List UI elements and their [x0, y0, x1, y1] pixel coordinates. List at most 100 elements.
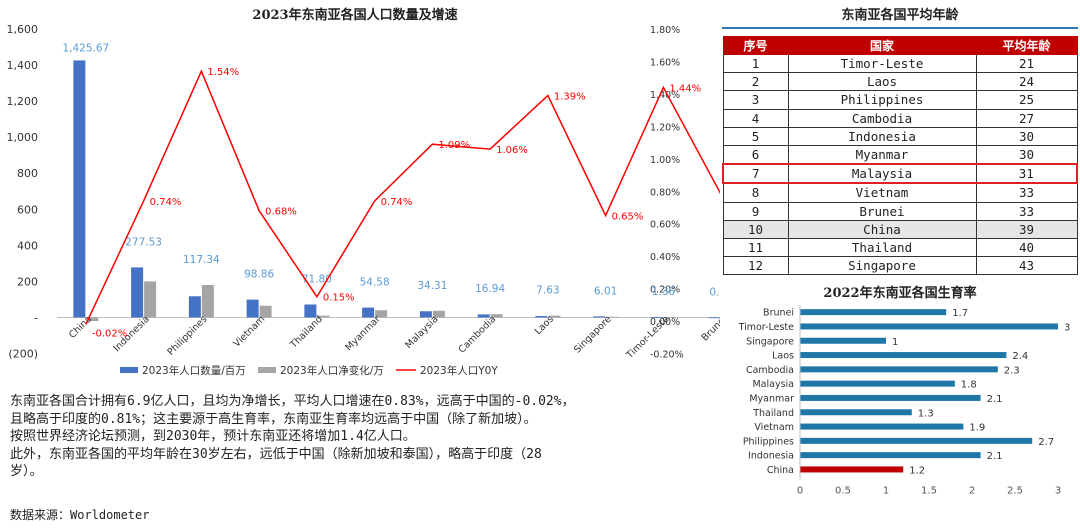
- legend-net-change-label: 2023年人口净变化/万: [280, 364, 384, 377]
- median-age-cell: 24: [975, 72, 1078, 92]
- population-value-label: 98.86: [244, 269, 274, 281]
- yoy-value-label: 0.68%: [265, 207, 297, 218]
- age-table: 序号 国家 平均年龄 1 Timor-Leste 21 2 Laos 24 3 Philipp…: [722, 36, 1078, 276]
- age-table-row: 9 Brunei 33: [722, 202, 1078, 221]
- header-index: 序号: [722, 36, 789, 55]
- fertility-category-label: Philippines: [743, 436, 794, 447]
- yoy-value-label: 1.06%: [496, 145, 528, 156]
- fertility-bar: [800, 337, 886, 344]
- header-median-age: 平均年龄: [975, 36, 1078, 55]
- category-label: Myanmar: [343, 314, 382, 353]
- row-index-cell: 1: [722, 54, 789, 74]
- country-cell: Vietnam: [787, 183, 977, 203]
- population-bar: [419, 311, 432, 318]
- age-table-header-row: 序号 国家 平均年龄: [722, 36, 1078, 55]
- age-table-row: 10 China 39: [722, 220, 1078, 239]
- population-bar: [708, 317, 720, 319]
- left-axis-tick: 1,200: [7, 95, 39, 108]
- population-bar: [73, 60, 86, 318]
- population-value-label: 16.94: [475, 283, 505, 295]
- left-axis-tick: 200: [17, 275, 38, 288]
- net-change-bar: [259, 305, 272, 318]
- fertility-value-label: 2.3: [1004, 365, 1020, 376]
- yoy-value-label: 1.54%: [207, 67, 239, 78]
- fertility-x-tick: 1: [883, 486, 889, 497]
- median-age-cell: 25: [975, 90, 1078, 110]
- category-label: Thailand: [288, 314, 325, 351]
- fertility-value-label: 1.8: [961, 380, 977, 391]
- median-age-cell: 30: [975, 145, 1078, 165]
- fertility-x-tick: 2.5: [1007, 486, 1023, 497]
- right-axis-tick: 1.00%: [650, 155, 680, 166]
- net-change-bar: [606, 316, 619, 318]
- row-index-cell: 8: [722, 183, 789, 203]
- country-cell: Cambodia: [787, 109, 977, 128]
- population-value-label: 1,425.67: [62, 42, 109, 54]
- right-axis-tick: 0.20%: [650, 285, 680, 296]
- country-cell: Brunei: [787, 202, 977, 221]
- row-index-cell: 7: [722, 163, 789, 185]
- fertility-bar: [800, 352, 1007, 359]
- yoy-value-label: -0.02%: [92, 328, 127, 339]
- population-bar: [650, 317, 663, 318]
- left-axis-tick: 1,000: [7, 131, 39, 144]
- fertility-value-label: 1.2: [909, 465, 925, 476]
- legend-population-label: 2023年人口数量/百万: [142, 364, 246, 377]
- fertility-chart: Brunei 1.7 Timor-Leste 3 Singapore 1 Laos 2.4 Ca…: [738, 305, 1070, 497]
- row-index-cell: 4: [722, 109, 789, 128]
- country-cell: Malaysia: [787, 163, 977, 185]
- summary-line: 岁）。: [10, 464, 43, 480]
- age-table-row: 5 Indonesia 30: [722, 127, 1078, 146]
- fertility-value-label: 3: [1064, 322, 1070, 333]
- fertility-value-label: 1.3: [918, 408, 934, 419]
- yoy-value-label: 1.44%: [669, 83, 701, 94]
- population-chart: 1,600 1,400 1,200 1,000 800 600 400 200 - (200) 1.…: [7, 23, 720, 377]
- population-value-label: 7.63: [536, 285, 559, 297]
- population-bar: [246, 299, 259, 318]
- fertility-x-tick: 1.5: [921, 486, 937, 497]
- country-cell: Indonesia: [787, 127, 977, 146]
- category-label: Singapore: [572, 314, 614, 356]
- median-age-cell: 21: [975, 54, 1078, 74]
- yoy-value-label: 1.39%: [554, 92, 586, 103]
- age-table-title: 东南亚各国平均年龄: [841, 8, 959, 23]
- summary-line: 按照世界经济论坛预测，到2030年，预计东南亚还将增加1.4亿人口。: [10, 429, 416, 445]
- population-value-label: 277.53: [125, 236, 162, 248]
- yoy-value-label: 0.74%: [150, 197, 182, 208]
- right-axis-tick: 0.40%: [650, 252, 680, 263]
- median-age-cell: 40: [975, 238, 1078, 258]
- table-title-rule: [722, 27, 1078, 29]
- age-table-row: 4 Cambodia 27: [722, 109, 1078, 128]
- category-label: Malaysia: [403, 314, 440, 351]
- median-age-cell: 31: [975, 163, 1078, 185]
- fertility-value-label: 1: [892, 337, 898, 348]
- left-axis-tick: (200): [8, 348, 38, 361]
- row-index-cell: 3: [722, 90, 789, 110]
- category-label: Brunei: [700, 314, 720, 344]
- yoy-value-label: 0.15%: [323, 293, 355, 304]
- fertility-bar: [800, 366, 998, 373]
- population-bar: [477, 314, 490, 318]
- population-bar: [535, 316, 548, 318]
- fertility-category-label: Indonesia: [748, 451, 794, 462]
- summary-line: 且略高于印度的0.81%；这主要源于高生育率，东南亚生育率均远高于中国（除了新加…: [10, 411, 537, 427]
- fertility-x-tick: 3: [1055, 486, 1061, 497]
- population-value-label: 117.34: [183, 254, 220, 266]
- fertility-category-label: Laos: [772, 351, 794, 362]
- fertility-category-label: Cambodia: [746, 365, 794, 376]
- median-age-cell: 30: [975, 127, 1078, 146]
- net-change-bar: [201, 284, 214, 318]
- population-value-label: 1.36: [652, 286, 676, 298]
- left-axis-tick: 1,400: [7, 59, 39, 72]
- net-change-bar: [86, 317, 99, 322]
- left-axis-tick: 600: [17, 203, 38, 216]
- left-axis-tick: 1,600: [7, 23, 39, 36]
- net-change-bar: [663, 317, 676, 318]
- population-value-label: 6.01: [594, 285, 617, 297]
- right-axis-tick: 0.80%: [650, 187, 680, 198]
- median-age-cell: 27: [975, 109, 1078, 128]
- age-table-row: 8 Vietnam 33: [722, 183, 1078, 203]
- right-axis-tick: 0.60%: [650, 220, 680, 231]
- right-axis-tick: 1.40%: [650, 90, 680, 101]
- net-change-bar: [432, 310, 445, 318]
